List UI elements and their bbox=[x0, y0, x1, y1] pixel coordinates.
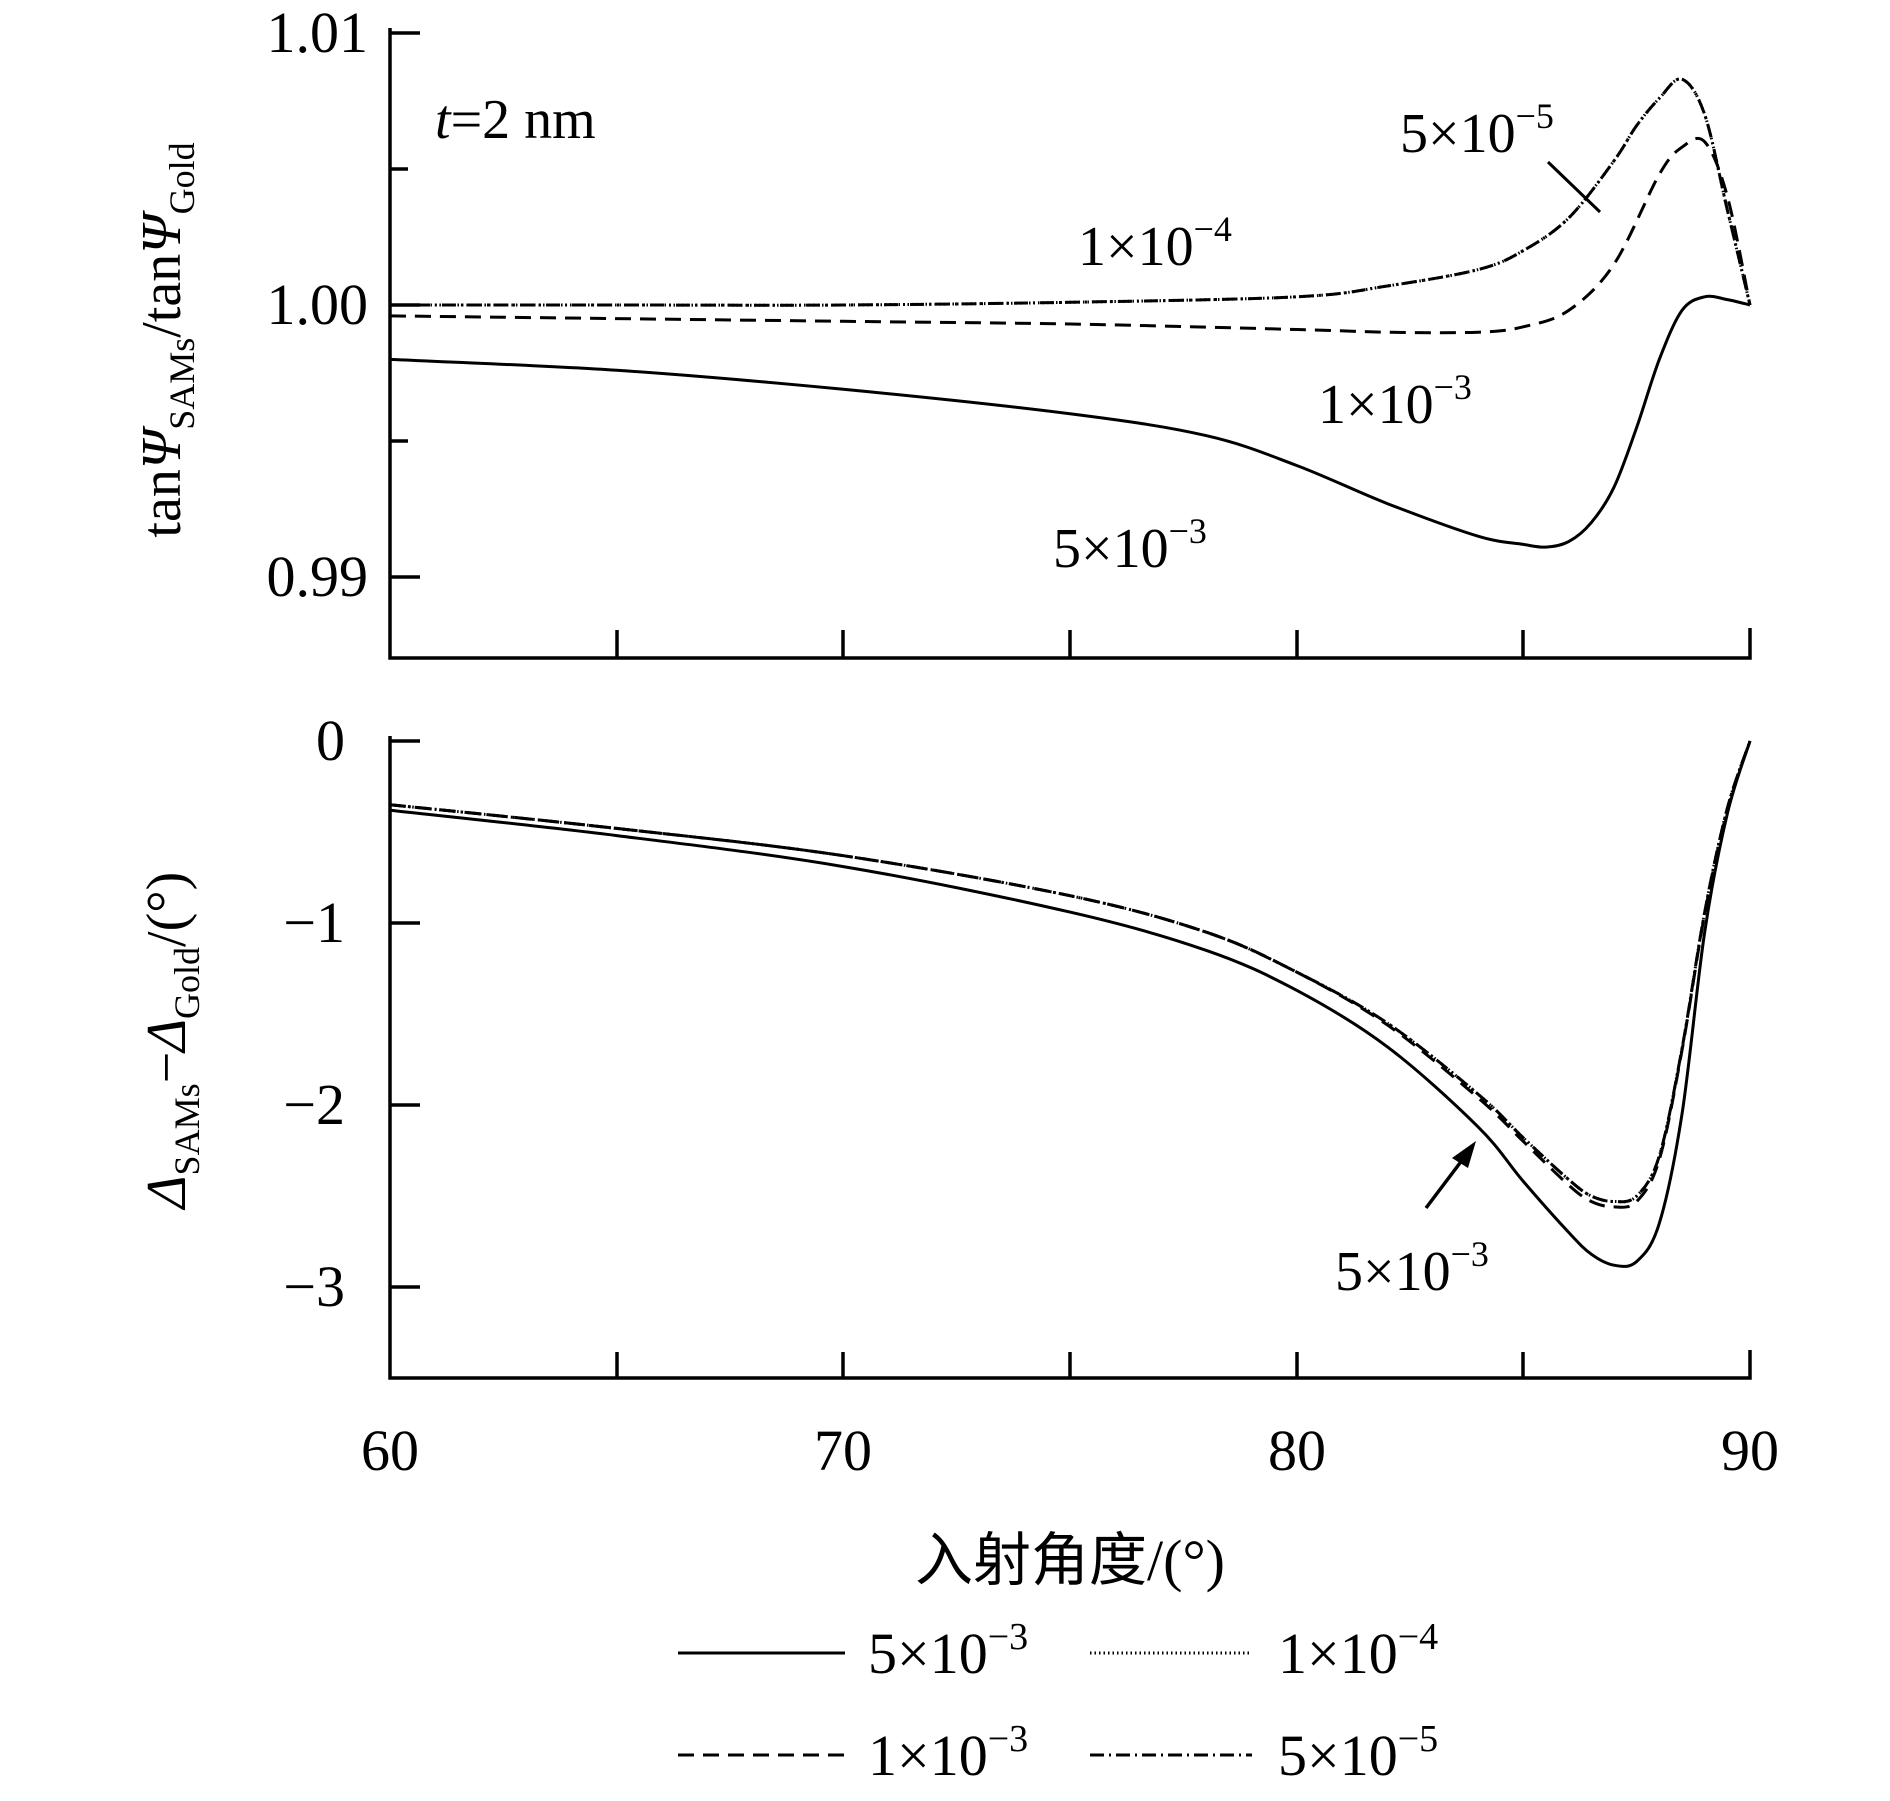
top-ytick-label: 0.99 bbox=[267, 544, 369, 609]
curve-label-1e-4: 1×10−4 bbox=[1078, 209, 1232, 278]
bottom-series-line-1 bbox=[390, 741, 1750, 1207]
bottom-series-group bbox=[390, 741, 1750, 1266]
bottom-ytick-label: −2 bbox=[283, 1072, 345, 1137]
bottom-ytick-label: 0 bbox=[316, 708, 345, 773]
xtick-label: 60 bbox=[361, 1418, 419, 1483]
bottom-ytick-label: −1 bbox=[283, 890, 345, 955]
xtick-label: 80 bbox=[1268, 1418, 1326, 1483]
bottom-ytick-label: −3 bbox=[283, 1254, 345, 1319]
x-axis-label: 入射角度/(°) bbox=[915, 1528, 1225, 1593]
bottom-series-line-2 bbox=[390, 741, 1750, 1202]
xtick-label: 70 bbox=[814, 1418, 872, 1483]
legend: 5×10−3 1×10−4 1×10−3 5×10−5 bbox=[678, 1616, 1438, 1788]
legend-label: 1×10−3 bbox=[868, 1718, 1028, 1788]
top-ylabel: tanΨSAMs/tanΨGold bbox=[131, 142, 202, 537]
annotation-arrow-head bbox=[1452, 1141, 1476, 1168]
bottom-ylabel: ΔSAMs−ΔGold/(°) bbox=[136, 872, 207, 1211]
top-ytick-label: 1.00 bbox=[267, 272, 369, 337]
legend-label: 1×10−4 bbox=[1278, 1616, 1438, 1686]
top-series-line-0 bbox=[390, 296, 1750, 547]
curve-label-1e-3: 1×10−3 bbox=[1318, 367, 1472, 436]
curve-label-5e-3-top: 5×10−3 bbox=[1053, 511, 1207, 580]
curve-label-5e-5-pointer bbox=[1548, 162, 1600, 212]
curve-label-5e-5: 5×10−5 bbox=[1400, 96, 1554, 165]
bottom-series-line-0 bbox=[390, 741, 1750, 1266]
annotation-thickness: t=2 nm bbox=[435, 89, 596, 151]
top-panel: 1.01 1.00 0.99 tanΨSAMs/tanΨGold t=2 nm … bbox=[131, 0, 1750, 658]
xtick-label: 90 bbox=[1721, 1418, 1779, 1483]
bottom-series-line-3 bbox=[390, 741, 1750, 1202]
curve-label-5e-3-bottom: 5×10−3 bbox=[1335, 1234, 1489, 1303]
top-ytick-label: 1.01 bbox=[267, 0, 369, 65]
legend-label: 5×10−5 bbox=[1278, 1718, 1438, 1788]
legend-label: 5×10−3 bbox=[868, 1616, 1028, 1686]
bottom-panel: 0 −1 −2 −3 60 70 80 90 入射角度/(°) ΔSAMs−ΔG… bbox=[136, 708, 1779, 1593]
